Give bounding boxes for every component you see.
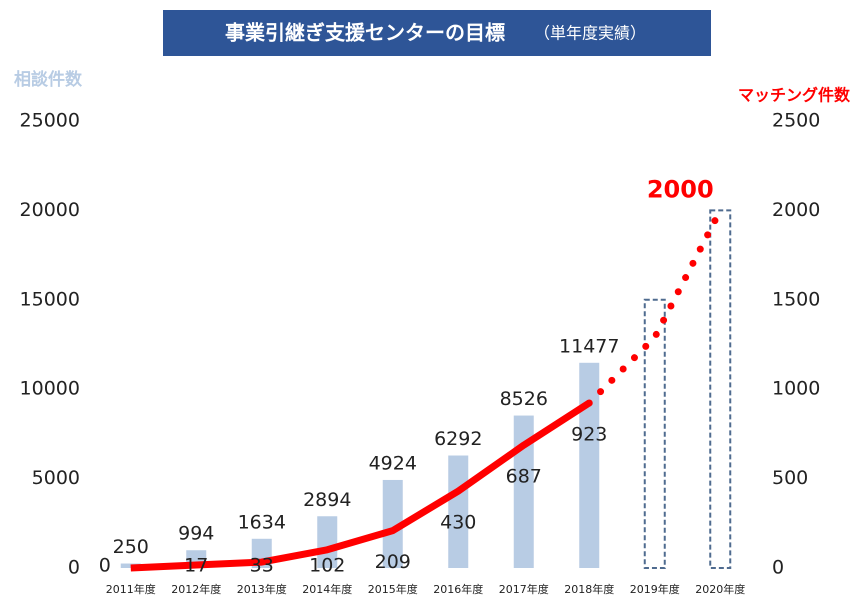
y2-tick-label: 1500 bbox=[772, 288, 820, 310]
projection-line bbox=[585, 206, 724, 407]
y2-tick-label: 1000 bbox=[772, 378, 820, 400]
bar-label: 1634 bbox=[238, 511, 286, 533]
target-box bbox=[643, 298, 666, 569]
y2-tick-label: 2000 bbox=[772, 199, 820, 221]
line-label: 17 bbox=[184, 555, 208, 577]
y-tick-label: 25000 bbox=[20, 110, 80, 132]
bar-label: 994 bbox=[178, 523, 214, 545]
chart-subtitle: （単年度実績） bbox=[534, 24, 646, 43]
line-label: 33 bbox=[250, 555, 274, 577]
x-tick-label: 2019年度 bbox=[630, 582, 680, 596]
y-tick-label: 5000 bbox=[32, 467, 80, 489]
target-box bbox=[709, 209, 732, 569]
y2-tick-label: 2500 bbox=[772, 110, 820, 132]
bar-label: 8526 bbox=[500, 388, 548, 410]
x-tick-label: 2011年度 bbox=[106, 582, 156, 596]
title-box bbox=[163, 10, 711, 56]
bar-label: 4924 bbox=[369, 452, 417, 474]
x-tick-label: 2018年度 bbox=[564, 582, 614, 596]
y2-tick-label: 0 bbox=[772, 557, 784, 579]
y-tick-label: 0 bbox=[68, 557, 80, 579]
bar-label: 2894 bbox=[303, 489, 351, 511]
y2-axis-label: マッチング件数 bbox=[738, 86, 851, 105]
x-tick-label: 2012年度 bbox=[171, 582, 221, 596]
line-label: 430 bbox=[440, 512, 476, 534]
annotation: 2000 bbox=[647, 175, 714, 203]
y-tick-label: 15000 bbox=[20, 288, 80, 310]
line-label: 102 bbox=[309, 555, 345, 577]
line-label: 923 bbox=[571, 423, 607, 445]
x-tick-label: 2016年度 bbox=[433, 582, 483, 596]
line-label: 209 bbox=[375, 551, 411, 573]
y-tick-label: 10000 bbox=[20, 378, 80, 400]
bar-label: 250 bbox=[113, 536, 149, 558]
x-tick-label: 2013年度 bbox=[237, 582, 287, 596]
line-label: 687 bbox=[506, 466, 542, 488]
y-axis-label: 相談件数 bbox=[14, 69, 83, 90]
line-label: 0 bbox=[99, 555, 111, 577]
bar bbox=[382, 479, 403, 568]
y2-tick-label: 500 bbox=[772, 467, 808, 489]
bar bbox=[317, 516, 338, 568]
x-tick-label: 2017年度 bbox=[499, 582, 549, 596]
x-tick-label: 2020年度 bbox=[695, 582, 745, 596]
y-tick-label: 20000 bbox=[20, 199, 80, 221]
chart-title: 事業引継ぎ支援センターの目標 bbox=[225, 21, 505, 45]
x-tick-label: 2014年度 bbox=[302, 582, 352, 596]
x-tick-label: 2015年度 bbox=[368, 582, 418, 596]
matching-line bbox=[130, 400, 592, 572]
bar bbox=[513, 415, 534, 568]
bar-label: 11477 bbox=[559, 335, 619, 357]
bar bbox=[579, 362, 600, 568]
bar-label: 6292 bbox=[434, 428, 482, 450]
